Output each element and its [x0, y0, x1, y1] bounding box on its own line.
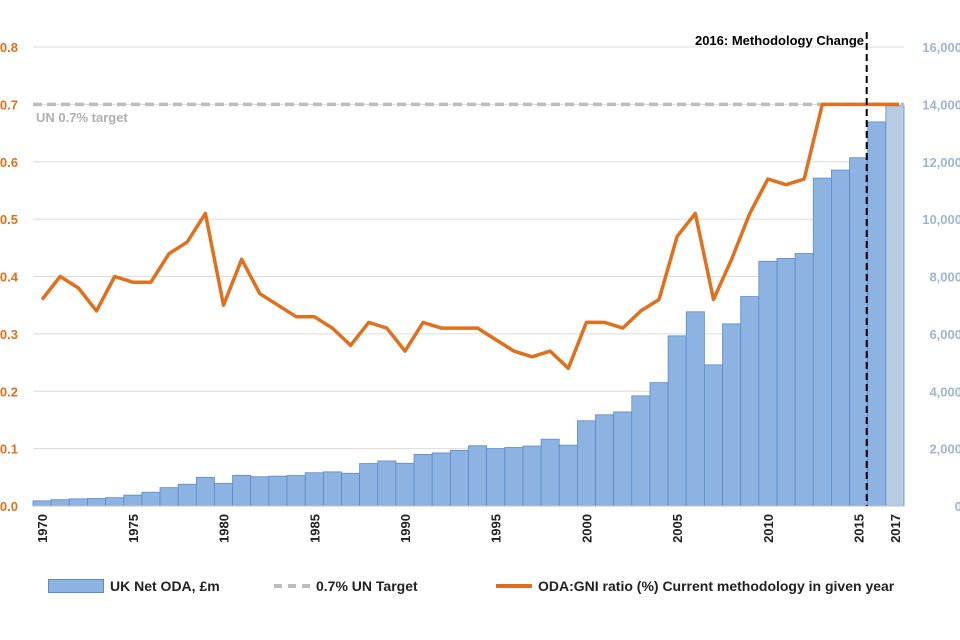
legend-item-oda[interactable]: UK Net ODA, £m: [48, 578, 220, 594]
oda-bar: [758, 260, 778, 507]
oda-bar: [486, 448, 506, 507]
oda-bar: [214, 482, 234, 507]
oda-bar: [468, 445, 488, 507]
oda-bar: [613, 411, 633, 507]
right-axis-tick-label: 16,000: [922, 40, 960, 55]
x-axis-tick-label: 1985: [307, 514, 322, 543]
oda-bar: [540, 438, 560, 507]
oda-bar: [413, 453, 433, 507]
right-axis-tick-label: 8,000: [929, 270, 960, 285]
oda-bar: [558, 444, 578, 507]
oda-bar: [776, 258, 796, 507]
x-axis-tick-label: 1975: [126, 514, 141, 543]
oda-bars: [32, 105, 905, 507]
oda-bar: [431, 452, 451, 507]
ratio-line: [40, 102, 899, 371]
oda-bar: [867, 121, 887, 507]
left-axis-tick-label: 0.3: [0, 327, 18, 342]
legend-item-target[interactable]: 0.7% UN Target: [274, 578, 418, 594]
methodology-group: 2016: Methodology Change: [695, 32, 868, 506]
left-axis-tick-label: 0.7: [0, 97, 18, 112]
target-label: UN 0.7% target: [36, 110, 128, 125]
oda-bar: [359, 463, 379, 507]
oda-bar: [304, 472, 324, 507]
oda-bar: [667, 335, 687, 507]
oda-bar: [395, 462, 415, 507]
oda-bar: [250, 476, 270, 507]
oda-bar: [631, 395, 651, 507]
oda-bar: [105, 497, 125, 507]
x-axis-tick-label: 2015: [852, 514, 867, 543]
oda-bar: [522, 445, 542, 507]
oda-bar: [159, 487, 179, 507]
oda-bar: [177, 483, 197, 507]
oda-bar: [849, 157, 869, 507]
oda-bar: [195, 476, 215, 507]
legend: UK Net ODA, £m 0.7% UN Target ODA:GNI ra…: [0, 578, 960, 608]
oda-bar: [68, 498, 88, 507]
oda-bar: [322, 471, 342, 507]
x-axis-tick-label: 2010: [761, 514, 776, 543]
legend-bar-swatch: [48, 579, 104, 593]
x-axis-tick-label: 1995: [489, 514, 504, 543]
oda-bar: [703, 364, 723, 507]
legend-label: 0.7% UN Target: [316, 578, 418, 594]
oda-bar: [722, 323, 742, 507]
left-axis-tick-label: 0.8: [0, 40, 18, 55]
oda-bar: [595, 414, 615, 507]
right-axis-tick-label: 14,000: [922, 97, 960, 112]
oda-bar: [141, 491, 161, 507]
legend-item-ratio[interactable]: ODA:GNI ratio (%) Current methodology in…: [496, 578, 894, 594]
left-axis-tick-label: 0.5: [0, 212, 18, 227]
legend-line-swatch: [496, 584, 532, 588]
legend-label: ODA:GNI ratio (%) Current methodology in…: [538, 578, 895, 594]
oda-bar: [685, 311, 705, 507]
oda-bar: [504, 447, 524, 507]
oda-bar: [268, 475, 288, 507]
right-axis-tick-label: 10,000: [922, 212, 960, 227]
target-line-group: UN 0.7% target: [33, 102, 904, 125]
methodology-label: 2016: Methodology Change: [695, 33, 864, 48]
oda-bar: [812, 177, 832, 507]
x-axis-tick-label: 2017: [888, 514, 903, 543]
oda-bar: [794, 253, 814, 507]
left-axis-tick-label: 0.0: [0, 499, 18, 514]
oda-bar: [377, 460, 397, 507]
oda-bar: [831, 169, 850, 507]
oda-bar: [87, 498, 106, 507]
oda-bar: [341, 472, 361, 507]
oda-bar: [286, 475, 306, 507]
left-axis-tick-label: 0.4: [0, 270, 19, 285]
oda-bar: [50, 499, 70, 507]
oda-bar: [576, 420, 596, 507]
left-axis-tick-label: 0.1: [0, 442, 18, 457]
oda-bar: [649, 382, 669, 507]
chart-svg: 0.0 0.1 0.2 0.3 0.4 0.5 0.6 0.7 0.8 0 2,000 4,000 6,…: [0, 32, 960, 543]
right-axis-tick-label: 0: [955, 499, 960, 514]
right-axis-tick-label: 4,000: [929, 384, 960, 399]
left-axis-tick-label: 0.2: [0, 384, 18, 399]
right-axis-tick-label: 2,000: [929, 442, 960, 457]
oda-bar: [449, 449, 469, 507]
x-axis-tick-label: 2000: [579, 514, 594, 543]
x-axis-tick-label: 1970: [35, 514, 50, 543]
x-axis-tick-label: 2005: [670, 514, 685, 543]
oda-bar: [32, 500, 52, 507]
x-axis-tick-label: 1990: [398, 514, 413, 543]
left-axis-tick-label: 0.6: [0, 155, 18, 170]
x-axis-tick-label: 1980: [217, 514, 232, 543]
oda-bar: [885, 105, 905, 507]
axes: 0.0 0.1 0.2 0.3 0.4 0.5 0.6 0.7 0.8 0 2,000 4,000 6,…: [0, 40, 960, 543]
legend-label: UK Net ODA, £m: [110, 578, 220, 594]
right-axis-tick-label: 6,000: [929, 327, 960, 342]
ratio-line-group: [40, 102, 899, 371]
oda-bar: [123, 494, 143, 507]
legend-dash-swatch: [274, 584, 310, 588]
oda-bar: [232, 474, 252, 507]
right-axis-tick-label: 12,000: [922, 155, 960, 170]
oda-bar: [740, 296, 760, 507]
